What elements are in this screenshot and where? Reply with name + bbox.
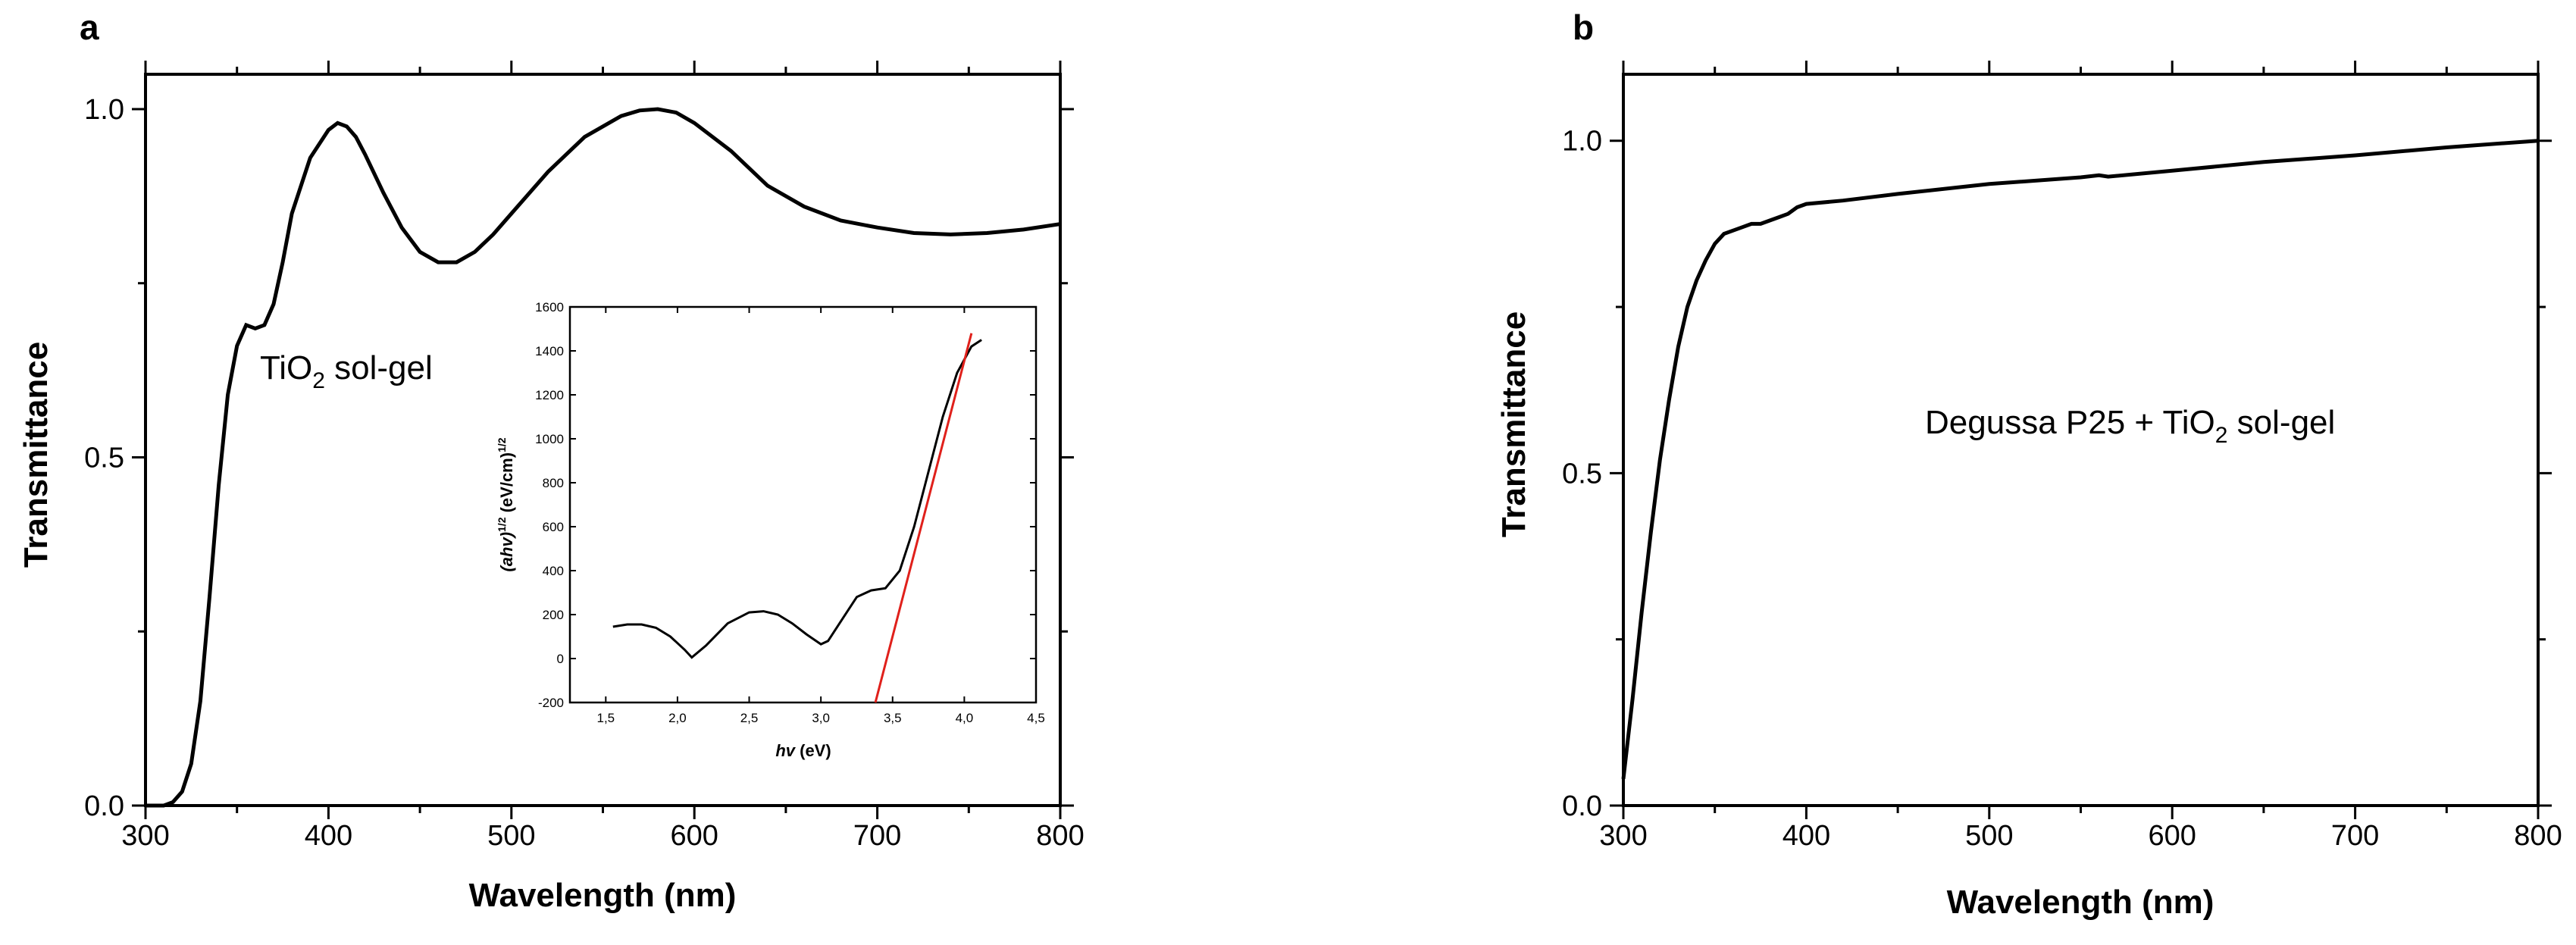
annotation-b-sub: 2 bbox=[2215, 423, 2228, 448]
series-annotation-a: TiO2 sol-gel bbox=[260, 349, 433, 393]
inset-ylabel-mid: (eV/cm) bbox=[497, 452, 516, 518]
x-axis-label-a: Wavelength (nm) bbox=[469, 877, 737, 914]
annotation-a-rest: sol-gel bbox=[325, 349, 433, 386]
series-line-a bbox=[146, 107, 1061, 808]
x-tick-label: 800 bbox=[1036, 820, 1084, 852]
inset-y-tick-label: 1000 bbox=[535, 432, 564, 446]
ticks-b bbox=[1610, 61, 2552, 819]
y-axis-label-b: Transmittance bbox=[1495, 311, 1532, 537]
inset-xlabel-main: hv bbox=[775, 741, 796, 760]
x-tick-label: 600 bbox=[2148, 820, 2196, 852]
inset-ylabel-main: (ahv) bbox=[497, 532, 516, 572]
x-tick-label: 800 bbox=[2514, 820, 2562, 852]
tick-labels-b: 300 400 500 600 700 800 0.0 0.5 1.0 bbox=[1562, 126, 2562, 852]
inset-chart: 1,5 2,0 2,5 3,0 3,5 4,0 4,5 -200 0 200 400 600 800 10… bbox=[496, 300, 1045, 760]
chart-panel-a: 300 400 500 600 700 800 0.0 0.5 1.0 Wavelength (… bbox=[17, 61, 1085, 914]
y-tick-label: 0.0 bbox=[84, 790, 124, 822]
y-tick-label: 1.0 bbox=[84, 94, 124, 126]
x-tick-label: 400 bbox=[1783, 820, 1830, 852]
inset-linear-fit-line bbox=[874, 333, 973, 703]
chart-panel-b: 300 400 500 600 700 800 0.0 0.5 1.0 Wavelength (… bbox=[1495, 61, 2562, 921]
series-line-b bbox=[1621, 139, 2539, 780]
x-tick-label: 300 bbox=[121, 820, 169, 852]
x-tick-label: 700 bbox=[853, 820, 901, 852]
y-tick-label: 1.0 bbox=[1562, 126, 1602, 158]
inset-xlabel-unit: (eV) bbox=[795, 741, 831, 760]
series-annotation-b: Degussa P25 + TiO2 sol-gel bbox=[1925, 404, 2335, 448]
y-tick-label: 0.0 bbox=[1562, 790, 1602, 822]
inset-y-tick-label: 1200 bbox=[535, 388, 564, 402]
inset-y-tick-label: 400 bbox=[543, 564, 564, 578]
inset-y-tick-label: 200 bbox=[543, 608, 564, 622]
inset-y-tick-label: 600 bbox=[543, 520, 564, 534]
inset-ticks bbox=[570, 306, 1037, 703]
x-tick-label: 300 bbox=[1599, 820, 1647, 852]
inset-x-axis-label: hv (eV) bbox=[775, 741, 831, 760]
tick-labels-a: 300 400 500 600 700 800 0.0 0.5 1.0 bbox=[84, 94, 1085, 852]
ticks-a bbox=[132, 61, 1074, 819]
inset-y-axis-label: (ahv)1/2 (eV/cm)1/2 bbox=[496, 437, 516, 571]
inset-y-tick-label: 1600 bbox=[535, 300, 564, 314]
inset-x-tick-label: 1,5 bbox=[596, 711, 615, 725]
x-tick-label: 500 bbox=[1965, 820, 2013, 852]
inset-ylabel-sup1: 1/2 bbox=[496, 517, 508, 532]
inset-y-tick-label: 0 bbox=[557, 652, 564, 666]
inset-y-tick-label: 1400 bbox=[535, 344, 564, 358]
x-tick-label: 700 bbox=[2331, 820, 2379, 852]
inset-tick-labels: 1,5 2,0 2,5 3,0 3,5 4,0 4,5 -200 0 200 400 600 800 10… bbox=[535, 300, 1045, 725]
panel-letter-a: a bbox=[80, 8, 99, 47]
inset-tauc-curve bbox=[612, 339, 982, 659]
plot-frame-a bbox=[144, 73, 1062, 807]
y-tick-label: 0.5 bbox=[84, 442, 124, 474]
inset-x-tick-label: 4,0 bbox=[956, 711, 974, 725]
inset-y-tick-label: 800 bbox=[543, 476, 564, 490]
inset-x-tick-label: 2,0 bbox=[668, 711, 687, 725]
x-tick-label: 600 bbox=[670, 820, 718, 852]
x-tick-label: 500 bbox=[487, 820, 535, 852]
inset-frame bbox=[568, 305, 1038, 704]
x-axis-label-b: Wavelength (nm) bbox=[1947, 884, 2214, 921]
annotation-a-main: TiO bbox=[260, 349, 312, 386]
inset-x-tick-label: 2,5 bbox=[740, 711, 759, 725]
y-axis-label-a: Transmittance bbox=[17, 342, 55, 568]
inset-ylabel-sup2: 1/2 bbox=[496, 437, 508, 452]
y-tick-label: 0.5 bbox=[1562, 458, 1602, 490]
annotation-b-main: Degussa P25 + TiO bbox=[1925, 404, 2215, 441]
x-tick-label: 400 bbox=[305, 820, 352, 852]
inset-y-tick-label: -200 bbox=[538, 696, 564, 710]
inset-x-tick-label: 4,5 bbox=[1027, 711, 1045, 725]
annotation-a-sub: 2 bbox=[312, 368, 325, 393]
inset-x-tick-label: 3,5 bbox=[884, 711, 902, 725]
inset-x-tick-label: 3,0 bbox=[812, 711, 830, 725]
annotation-b-rest: sol-gel bbox=[2227, 404, 2335, 441]
panel-letter-b: b bbox=[1573, 8, 1594, 47]
